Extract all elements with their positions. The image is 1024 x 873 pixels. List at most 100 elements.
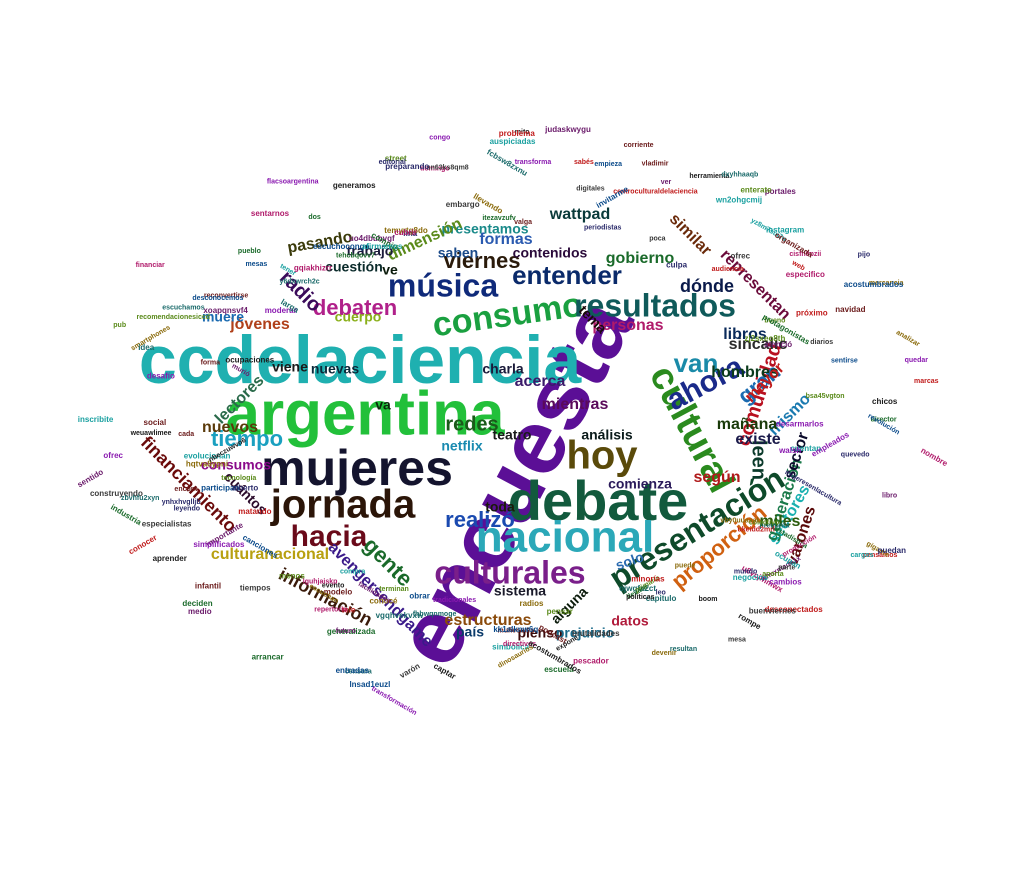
cloud-word-small: centroculturaldelaciencia [613,189,698,196]
cloud-word-small: muñecotes [498,627,535,634]
cloud-word-small: evolucionan [184,452,231,461]
cloud-word-small: zbvhfu2xyn [121,495,160,502]
cloud-word: viene [272,359,308,375]
cloud-word: según [693,469,740,486]
cloud-word: cuerpo [335,309,382,325]
cloud-word-small: desconectados [764,605,823,614]
cloud-word-small: alberto [232,484,259,493]
cloud-word-small: vladimir [642,160,669,167]
cloud-word: argentina [225,379,505,448]
cloud-word: ve [382,262,398,278]
cloud-word-small: temyrtg8do [384,226,428,235]
cloud-word: redes [445,413,498,435]
cloud-word-small: quevedo [841,451,870,458]
cloud-word: pienso [517,625,562,641]
cloud-word-small: analizar [895,329,921,348]
cloud-word-small: resultan [670,646,697,653]
cloud-word-small: mito [515,129,530,136]
cloud-word: trabajo [347,243,394,259]
cloud-word-small: enterate [740,185,772,194]
cloud-word-small: vby0uuaaal [720,518,758,525]
cloud-word-small: negocios [733,573,769,582]
cloud-word-small: mesa [728,637,746,644]
cloud-word: hoy [566,434,638,478]
cloud-word-small: cargos [851,552,874,559]
cloud-word-small: varón [398,661,421,680]
cloud-word-small: transforma [515,159,552,166]
cloud-word-small: compra [340,568,365,575]
cloud-word: hombres [711,364,779,381]
cloud-word-small: futuro [336,628,356,635]
cloud-word-small: lnsad1euzl [349,680,390,689]
cloud-word-small: uo4dbuhvgf [349,234,395,243]
cloud-word: van [674,348,719,378]
cloud-word-small: valga [514,219,532,226]
cloud-word: consumos [201,457,271,473]
cloud-word-small: weuawlimee [130,430,172,437]
cloud-word: personas [592,317,663,334]
cloud-word-small: leo [656,590,666,597]
cloud-word-small: acostumbrados [844,280,904,289]
cloud-word-small: xoapqnsvf4 [203,306,248,315]
cloud-word-small: nombre [919,446,949,469]
cloud-word-small: periodistas [584,224,621,231]
cloud-word-small: especialistas [142,519,192,528]
cloud-word-small: buenviernes [749,607,797,616]
cloud-word-small: generalizada [327,627,376,636]
cloud-word-small: afirmamos [362,242,403,251]
cloud-word: datos [611,613,649,629]
cloud-word-small: construyendo [90,489,143,498]
cloud-word: entender [512,260,622,290]
cloud-word: acerca [515,373,566,390]
cloud-word-small: diarios [810,339,833,346]
cloud-word: sistema [494,583,546,599]
cloud-word-small: desarmarlos [776,419,824,428]
cloud-word-small: dxyhhaaqb [721,171,758,178]
cloud-word-small: ojwgfa2ct [619,584,656,593]
cloud-word-small: mesas [246,261,268,268]
cloud-word-small: empieza [594,161,622,168]
cloud-word-small: instagram [766,225,804,234]
cloud-word-small: tehcbqovv7 [336,253,375,260]
cloud-word-small: sentirse [831,358,858,365]
cloud-word-small: deciden [182,599,212,608]
cloud-word: comienza [608,476,672,492]
cloud-word: nuevas [311,361,359,377]
cloud-word: mientras [542,396,609,413]
cloud-word-small: ukeidd2mrl [738,527,775,534]
cloud-word: debaten [313,295,397,320]
cloud-word: realizó [445,507,515,532]
cloud-word-small: pescador [573,657,609,666]
cloud-word-small: wn2ohgcmij [715,195,762,204]
cloud-word-small: escuela [544,665,574,674]
cloud-word: muere [202,309,244,325]
cloud-word-small: fina [403,229,418,238]
cloud-word: culturales [434,554,585,590]
cloud-word: toda [485,499,515,515]
cloud-word-small: boom [698,596,717,603]
cloud-word: leen [748,440,770,480]
cloud-word-small: pensamos [863,552,898,559]
cloud-word-small: mundo [734,569,757,576]
cloud-word-small: kk1alknw6q [493,625,538,634]
cloud-word: mañana [717,416,778,433]
cloud-word-small: sentido [76,467,105,489]
cloud-word: resultados [574,287,736,323]
cloud-word-small: encont [174,486,198,493]
cloud-word-small: arrancar [252,652,284,661]
cloud-word-small: simplificados [193,540,245,549]
cloud-word-small: tele [342,605,356,614]
cloud-word-small: repertorio [314,607,347,614]
cloud-word-small: social [144,418,167,427]
cloud-word-small: itezavzufv [482,215,516,222]
cloud-word: va [375,397,391,413]
cloud-word-small: matando [238,507,271,516]
cloud-word: nuevos [202,419,258,436]
cloud-word-small: cubrir [394,228,417,237]
cloud-word-small: mercancia [869,280,904,287]
cloud-word-small: preparando [385,162,429,171]
cloud-word-small: domingo [420,165,450,172]
cloud-word: nacional [476,513,655,562]
cloud-word-small: judaskwygu [544,125,591,134]
